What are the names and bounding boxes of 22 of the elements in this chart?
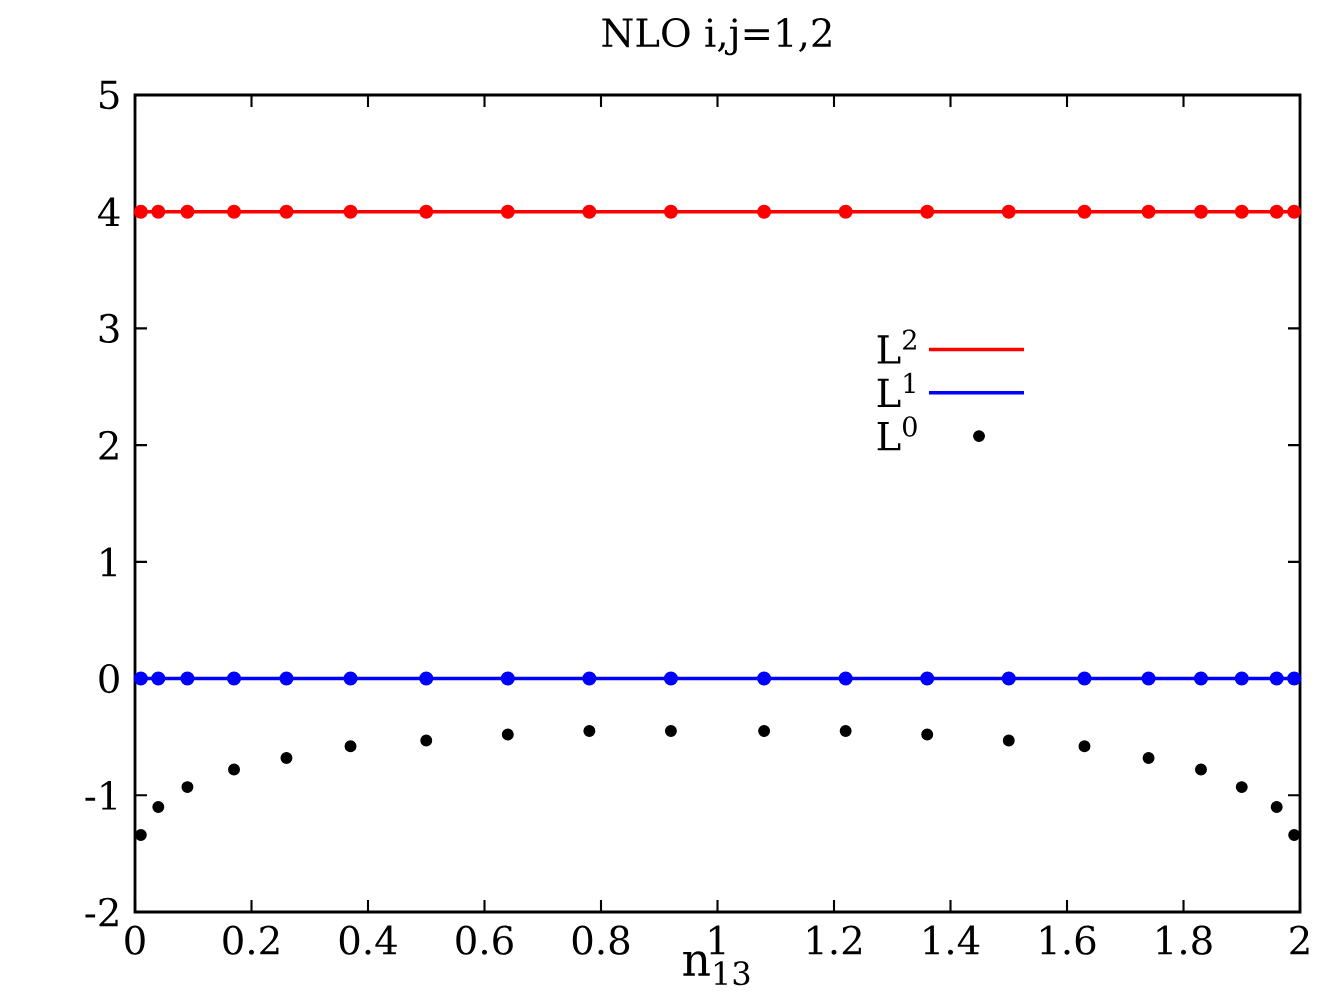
- x-tick-label: 0.8: [572, 925, 630, 955]
- legend-label: L$^{2}$: [877, 329, 916, 364]
- x-tick-label: 1.4: [924, 925, 980, 955]
- y-tick-label: -1: [85, 780, 116, 810]
- y-tick-label: -2: [85, 897, 118, 927]
- chart-title: NLO i,j=1,2: [602, 18, 831, 56]
- x-tick-label: 1.6: [1041, 925, 1096, 955]
- x-tick-label: 1.2: [808, 925, 861, 955]
- y-tick-label: 5: [100, 80, 119, 110]
- y-tick-label: 3: [99, 313, 119, 344]
- y-tick-label: 2: [99, 430, 118, 460]
- y-tick-label: 4: [98, 197, 120, 227]
- legend-label: L$^{1}$: [877, 372, 915, 407]
- y-tick-label: 1: [101, 547, 116, 577]
- x-tick-label: 2: [1290, 925, 1309, 955]
- x-tick-label: 0.4: [339, 925, 397, 955]
- y-tick-label: 0: [99, 663, 119, 694]
- x-tick-label: 0.2: [223, 925, 279, 955]
- x-tick-label: 0.6: [456, 925, 513, 955]
- x-tick-label: 1.8: [1157, 925, 1212, 955]
- x-tick-label: 0: [125, 925, 145, 955]
- legend-label: L$^{0}$: [877, 416, 917, 451]
